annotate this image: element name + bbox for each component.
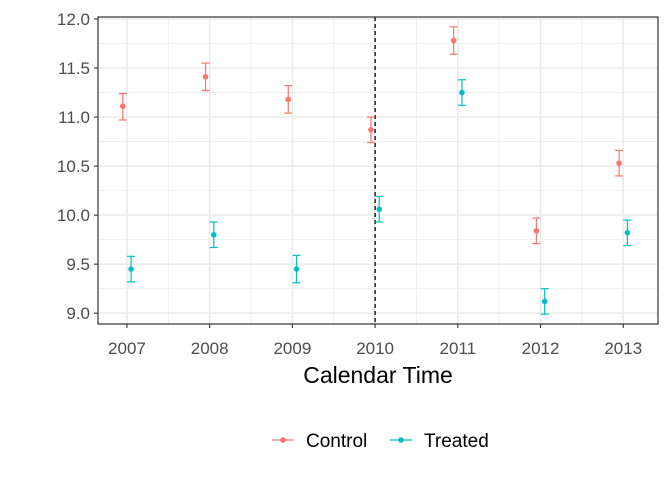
- plot-panel: [98, 17, 658, 324]
- y-axis: 9.0 9.5 10.0 10.5 11.0 11.5 12.0: [57, 10, 98, 323]
- series-control: [118, 26, 624, 245]
- legend-label: Control: [306, 431, 367, 452]
- data-point: [211, 231, 217, 238]
- y-tick-label: 11.0: [58, 108, 90, 127]
- x-tick-label: 2007: [108, 339, 146, 358]
- grid: [98, 17, 658, 324]
- data-point: [120, 103, 126, 110]
- data-point: [376, 206, 383, 213]
- data-point: [624, 229, 631, 236]
- data-point: [459, 89, 465, 96]
- legend: Control Treated: [272, 431, 489, 452]
- legend-item-control: Control: [272, 431, 367, 452]
- x-axis-title: Calendar Time: [303, 362, 453, 388]
- x-tick-label: 2008: [191, 339, 229, 358]
- plot-border: [97, 16, 659, 325]
- series-treated: [127, 79, 632, 315]
- data-point: [541, 298, 548, 305]
- data-point: [293, 266, 300, 272]
- data-point: [285, 96, 292, 103]
- legend-label: Treated: [424, 431, 489, 452]
- y-tick-label: 10.5: [57, 157, 90, 176]
- legend-item-treated: Treated: [390, 431, 489, 452]
- x-tick-label: 2009: [273, 339, 311, 358]
- data-point: [202, 74, 209, 80]
- y-tick-label: 10.0: [57, 206, 90, 225]
- y-tick-label: 9.5: [66, 255, 90, 274]
- data-point: [368, 126, 374, 133]
- data-point: [616, 160, 622, 166]
- legend-key-point: [398, 437, 404, 443]
- x-tick-label: 2013: [604, 339, 642, 358]
- data-point: [533, 228, 540, 234]
- x-axis: 2007 2008 2009 2010 2011 2012 2013: [108, 324, 642, 358]
- y-tick-label: 11.5: [58, 59, 90, 78]
- data-point: [450, 37, 457, 44]
- y-tick-label: 9.0: [66, 304, 90, 323]
- legend-key-point: [280, 437, 286, 443]
- data-marks: [118, 26, 632, 315]
- x-tick-label: 2012: [522, 339, 560, 358]
- x-tick-label: 2011: [440, 339, 477, 358]
- x-tick-label: 2010: [356, 339, 394, 358]
- y-tick-label: 12.0: [57, 10, 90, 29]
- data-point: [128, 266, 134, 272]
